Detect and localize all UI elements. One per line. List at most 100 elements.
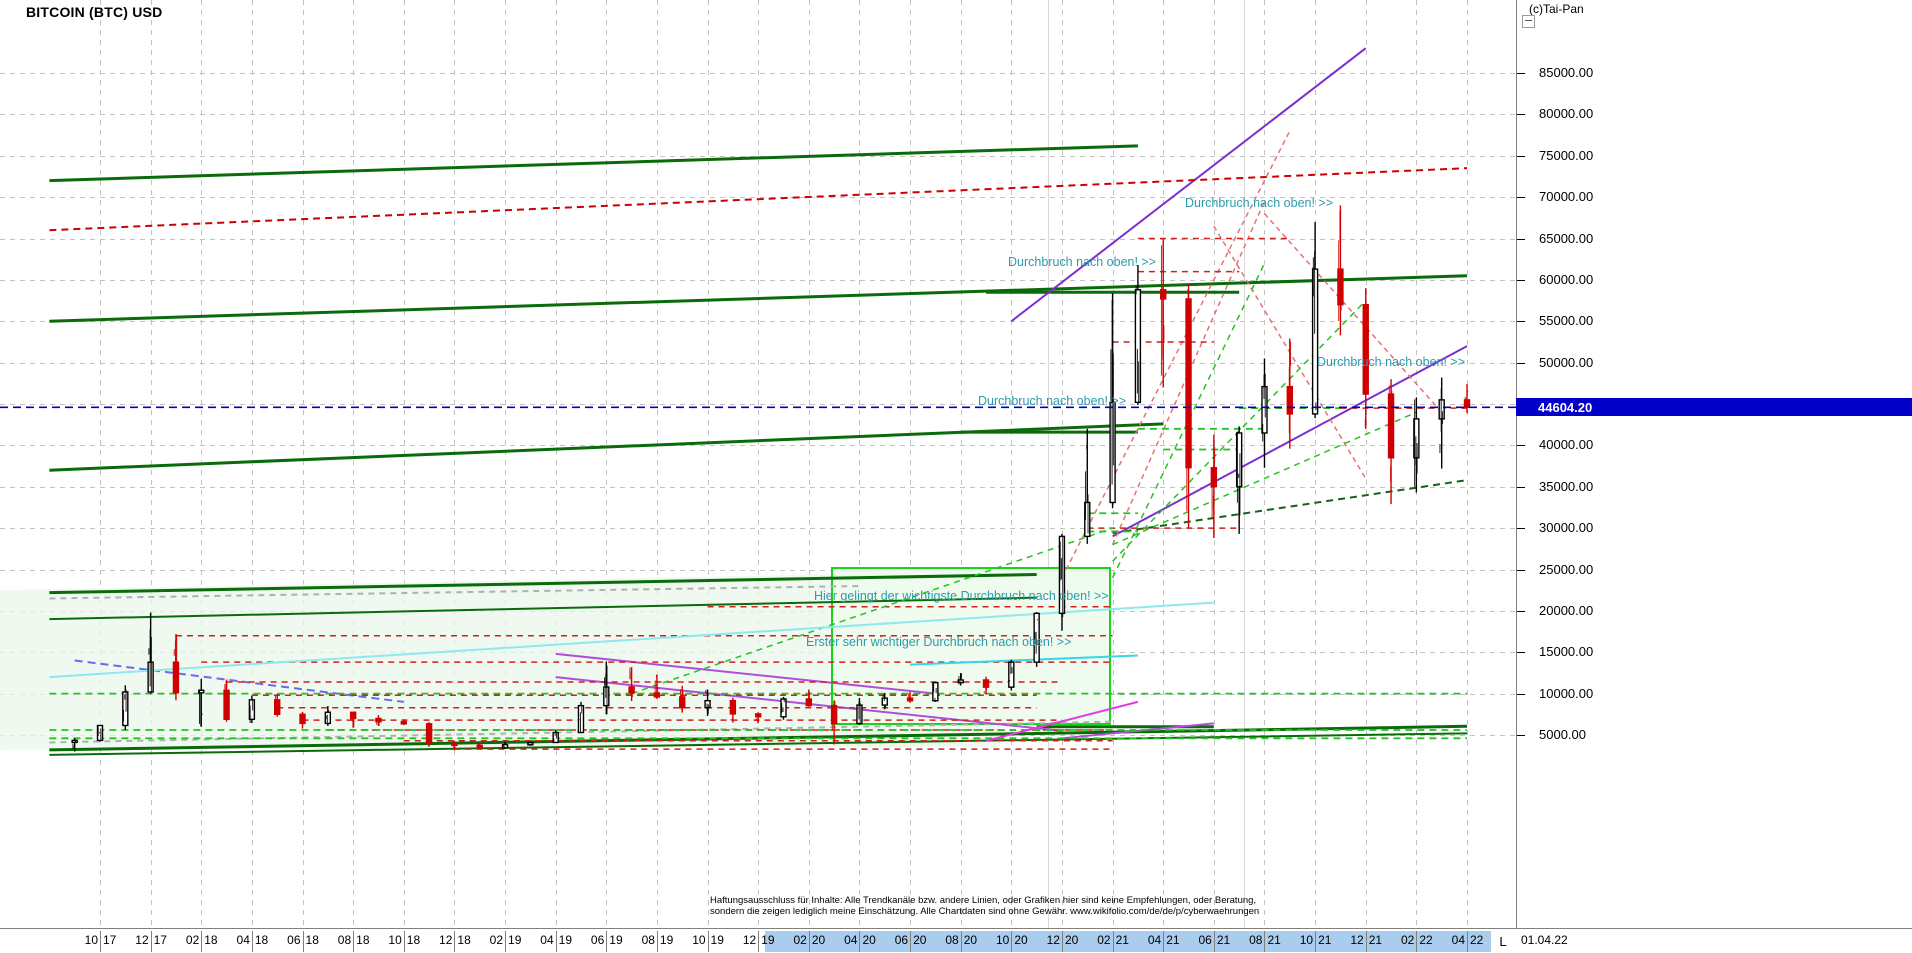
price-tick-label: 5000.00 <box>1539 727 1586 742</box>
date-tick-separator <box>1113 931 1114 952</box>
date-tick-month: 02 <box>489 933 504 947</box>
date-tick-month: 12 <box>439 933 453 947</box>
green-channel-top <box>49 144 1138 183</box>
disclaimer-line-2: sondern die zeigen lediglich meine Einsc… <box>710 906 1260 917</box>
date-tick-month: 04 <box>540 933 554 947</box>
date-tick-month: 08 <box>1249 933 1263 947</box>
date-tick-year: 21 <box>1115 933 1129 947</box>
candle <box>1185 284 1192 529</box>
price-tick-label: 65000.00 <box>1539 230 1594 246</box>
lime-fan-4 <box>631 527 1113 695</box>
candle <box>1261 358 1268 468</box>
price-tick-label: 20000.00 <box>1539 602 1594 618</box>
candle <box>1033 612 1040 667</box>
date-tick-separator <box>1366 931 1367 952</box>
annotation-label-4: Hier gelingt der wichtigste Durchbruch n… <box>814 589 1109 603</box>
date-tick-month: 02 <box>1401 933 1415 947</box>
date-tick-month: 12 <box>1046 933 1060 947</box>
candle <box>830 700 838 745</box>
price-tick-mark <box>1517 156 1525 157</box>
log-scale-button[interactable]: L <box>1491 931 1515 952</box>
date-tick-separator <box>454 931 455 952</box>
price-tick-label: 10000.00 <box>1539 685 1594 701</box>
candle <box>1463 384 1471 414</box>
candle <box>1109 293 1116 509</box>
candle <box>527 741 534 746</box>
blue-dashed-down <box>74 659 404 703</box>
candle <box>1235 426 1243 534</box>
date-tick-month: 06 <box>1198 933 1212 947</box>
annotation-label-2: Durchbruch nach oben! >> <box>1317 355 1466 369</box>
candle <box>451 740 458 751</box>
candle <box>1134 264 1142 405</box>
price-axis[interactable]: (c)Tai-Pan 85000.00 80000.00 75000.00 70000… <box>1516 0 1912 928</box>
candle <box>1387 379 1395 505</box>
date-tick-year: 19 <box>659 933 674 947</box>
date-tick-month: 12 <box>1350 933 1364 947</box>
candle <box>780 696 787 720</box>
page-title: BITCOIN (BTC) USD <box>26 4 163 20</box>
date-tick-year: 18 <box>406 933 421 947</box>
candle <box>577 701 585 734</box>
date-tick-separator <box>353 931 354 952</box>
annotation-label-3: Durchbruch nach oben! >> <box>978 394 1127 408</box>
price-tick-label: 30000.00 <box>1539 520 1594 536</box>
candle <box>628 667 635 702</box>
date-tick-month: 10 <box>995 933 1010 947</box>
date-tick-year: 20 <box>963 933 978 947</box>
date-tick-year: 20 <box>862 933 876 947</box>
green-channel-bottom2 <box>49 732 1468 756</box>
price-tick-label: 40000.00 <box>1539 437 1594 453</box>
date-tick-separator <box>910 931 911 952</box>
date-tick-month: 10 <box>1299 933 1314 947</box>
date-axis[interactable]: L 01.04.22 10 17 12 17 02 18 04 18 06 18 08 18 10 18 1… <box>0 928 1912 953</box>
price-tick-mark <box>1517 611 1525 612</box>
candle <box>198 678 205 727</box>
candle <box>476 742 483 749</box>
price-tick-mark <box>1517 694 1525 695</box>
date-tick-year: 18 <box>204 933 218 947</box>
date-tick-month: 08 <box>641 933 655 947</box>
date-tick-month: 04 <box>1451 933 1465 947</box>
green-support-dashed <box>1112 479 1468 535</box>
candle <box>1286 338 1293 449</box>
date-tick-separator <box>505 931 506 952</box>
axis-collapse-icon[interactable] <box>1522 15 1535 28</box>
candle <box>982 676 990 695</box>
candle <box>349 711 357 728</box>
price-tick-mark <box>1517 114 1525 115</box>
current-price-tag: 44604.20 <box>1516 398 1912 417</box>
candle <box>881 693 888 710</box>
date-tick-separator <box>708 931 709 952</box>
annotation-label-1: Durchbruch nach oben! >> <box>1008 255 1157 269</box>
date-tick-month: 06 <box>287 933 301 947</box>
candle <box>932 681 939 702</box>
candle <box>805 689 813 707</box>
date-tick-month: 04 <box>844 933 858 947</box>
date-axis-highlight[interactable] <box>764 931 1491 952</box>
candle <box>906 691 914 703</box>
price-tick-mark <box>1517 239 1525 240</box>
date-tick-month: 08 <box>945 933 959 947</box>
price-tick-label: 15000.00 <box>1539 644 1594 660</box>
date-tick-month: 10 <box>692 933 706 947</box>
date-tick-separator <box>1214 931 1215 952</box>
date-tick-month: 02 <box>185 933 200 947</box>
candle <box>1413 397 1420 493</box>
candle <box>147 612 154 694</box>
green-channel-2 <box>49 274 1468 323</box>
candle <box>274 693 281 717</box>
date-tick-year: 19 <box>761 933 775 947</box>
date-tick-month: 10 <box>84 933 98 947</box>
chart-plot-area[interactable] <box>0 0 1516 928</box>
candle <box>1337 205 1344 336</box>
candle <box>856 698 863 726</box>
candle <box>653 674 661 700</box>
date-tick-year: 22 <box>1470 933 1484 947</box>
date-tick-year: 18 <box>305 933 319 947</box>
red-resistance-long <box>49 167 1468 232</box>
date-tick-separator <box>1315 931 1316 952</box>
date-tick-separator <box>809 931 810 952</box>
price-tick-mark <box>1517 528 1525 529</box>
